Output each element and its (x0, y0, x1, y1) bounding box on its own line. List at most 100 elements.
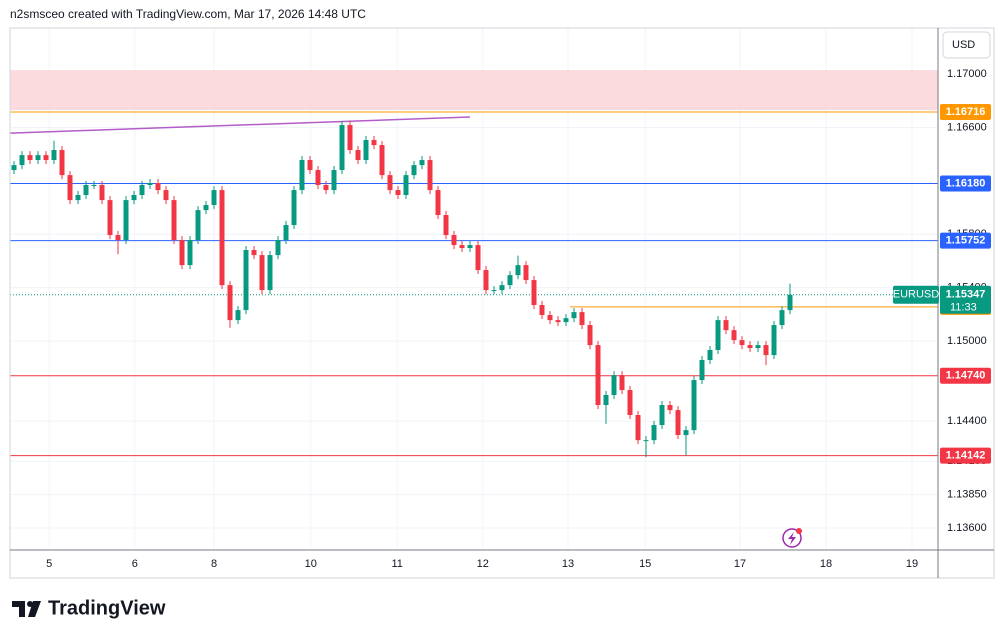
candle-body (11, 165, 17, 171)
level-label: 1.16716 (946, 106, 986, 118)
candle-body (715, 320, 721, 351)
candle-body (59, 150, 65, 176)
candle-body (75, 195, 81, 201)
candle-body (163, 190, 169, 201)
candle-body (443, 215, 449, 236)
candle-body (475, 245, 481, 271)
candle-body (627, 390, 633, 416)
x-tick-label: 6 (132, 558, 138, 570)
candle-body (395, 190, 401, 196)
candle-body (587, 325, 593, 346)
candle-body (451, 235, 457, 246)
y-tick-label: 1.17000 (947, 68, 987, 80)
level-label: 1.14142 (946, 450, 986, 462)
candle-body (107, 200, 113, 236)
candle-body (179, 240, 185, 266)
level-label: 1.14740 (946, 370, 986, 382)
x-tick-label: 10 (305, 558, 317, 570)
candle-body (507, 275, 513, 286)
candle-body (739, 340, 745, 346)
candle-body (643, 440, 649, 442)
candle-body (235, 310, 241, 321)
candle-body (539, 305, 545, 316)
candle-body (723, 320, 729, 331)
candle-body (187, 240, 193, 266)
candle-body (499, 285, 505, 291)
plot-area (9, 28, 938, 550)
x-tick-label: 11 (391, 558, 402, 570)
level-label: 1.16180 (946, 177, 986, 189)
x-tick-label: 15 (639, 558, 651, 570)
x-tick-label: 5 (46, 558, 52, 570)
candle-body (619, 375, 625, 391)
y-tick-label: 1.14400 (947, 415, 987, 427)
candle-body (595, 345, 601, 406)
level-label-box (940, 367, 991, 384)
candle-body (787, 294, 793, 311)
candle-body (691, 380, 697, 431)
level-label-box (940, 175, 991, 192)
candle-body (347, 125, 353, 151)
x-tick-label: 17 (734, 558, 746, 570)
y-tick-label: 1.16600 (947, 121, 987, 133)
candle-body (755, 345, 761, 349)
level-label-box (940, 447, 991, 464)
candle-body (707, 350, 713, 361)
candle-body (379, 145, 385, 176)
candle-body (67, 175, 73, 201)
candle-body (411, 165, 417, 176)
candle-body (35, 155, 41, 161)
x-tick-label: 18 (820, 558, 832, 570)
candle-body (675, 410, 681, 436)
candle-body (139, 185, 145, 196)
trendline (9, 116, 471, 134)
currency[interactable]: USD (952, 39, 975, 51)
candle-body (203, 205, 209, 211)
candle-body (579, 312, 585, 326)
candle-body (307, 160, 313, 171)
candle-body (491, 290, 497, 292)
countdown-label: 11:33 (950, 302, 977, 314)
frame (9, 27, 995, 579)
candle-body (435, 190, 441, 216)
candle-body (779, 310, 785, 326)
candle-body (747, 345, 753, 349)
candle-body (603, 395, 609, 406)
candle-body (275, 240, 281, 256)
candle-body (195, 210, 201, 241)
candle-body (259, 255, 265, 291)
candle-body (515, 265, 521, 276)
candle-body (371, 140, 377, 146)
currency-button[interactable] (942, 31, 991, 59)
logo (12, 601, 41, 617)
candle-body (403, 175, 409, 196)
candle-body (147, 182, 153, 186)
candle-body (467, 245, 473, 249)
candle-body (211, 190, 217, 206)
candle-body (91, 185, 97, 187)
candle-body (155, 182, 161, 191)
footer-logo-text: TradingView (48, 597, 166, 619)
alert-icon[interactable] (782, 528, 802, 548)
x-tick-label: 8 (211, 558, 217, 570)
candle-body (219, 190, 225, 286)
candle-body (339, 125, 345, 171)
candle-body (123, 200, 129, 241)
candle-body (771, 325, 777, 356)
candle-body (227, 285, 233, 321)
candle-body (459, 245, 465, 249)
candle-body (131, 195, 137, 201)
candle-body (651, 425, 657, 441)
candle-body (571, 312, 577, 319)
y-tick-label: 1.13600 (947, 522, 987, 534)
candle-body (699, 360, 705, 381)
zone (10, 70, 938, 111)
x-tick-label: 12 (477, 558, 489, 570)
x-tick-label: 13 (562, 558, 574, 570)
candle-body (419, 160, 425, 166)
candle-body (355, 150, 361, 161)
candle-body (635, 415, 641, 441)
candle-body (115, 235, 121, 241)
y-tick-label: 1.15000 (947, 335, 987, 347)
